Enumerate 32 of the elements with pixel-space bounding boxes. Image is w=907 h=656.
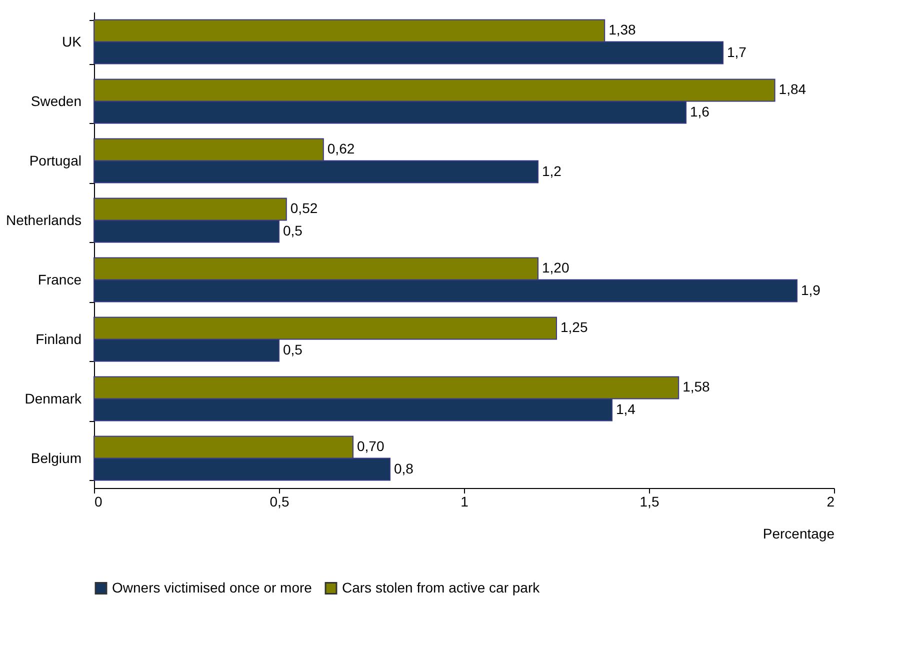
data-label: 0,62 bbox=[327, 140, 355, 157]
x-tick-label: 2 bbox=[826, 494, 835, 510]
y-tick-label: Portugal bbox=[29, 152, 82, 168]
x-tick-label: 0,5 bbox=[270, 494, 290, 510]
data-label: 0,70 bbox=[357, 438, 384, 454]
y-tick-label: Sweden bbox=[30, 92, 82, 109]
x-axis-title: Percentage bbox=[762, 526, 835, 542]
data-label: 0,8 bbox=[394, 460, 414, 476]
data-label: 1,58 bbox=[682, 378, 710, 395]
data-label: 1,7 bbox=[727, 44, 747, 60]
data-label: 1,4 bbox=[616, 400, 636, 417]
data-label: 1,6 bbox=[690, 103, 710, 120]
data-label: 1,38 bbox=[608, 22, 636, 38]
data-label: 1,84 bbox=[778, 81, 806, 98]
data-label: 1,9 bbox=[801, 282, 821, 298]
data-label: 0,5 bbox=[283, 341, 303, 358]
y-tick-label: Denmark bbox=[24, 390, 82, 406]
legend-label: Cars stolen from active car park bbox=[342, 579, 541, 596]
x-tick-label: 1,5 bbox=[640, 494, 660, 510]
y-tick-label: France bbox=[38, 271, 82, 288]
y-tick-label: UK bbox=[62, 33, 82, 50]
legend-label: Owners victimised once or more bbox=[112, 579, 312, 596]
data-label: 0,5 bbox=[283, 222, 303, 238]
data-label: 1,25 bbox=[560, 319, 588, 336]
y-tick-label: Belgium bbox=[30, 450, 82, 466]
y-tick-label: Netherlands bbox=[6, 212, 82, 228]
x-tick-label: 1 bbox=[460, 494, 469, 510]
data-label: 1,20 bbox=[542, 260, 570, 276]
data-label: 0,52 bbox=[290, 200, 318, 216]
x-tick-label: 0 bbox=[94, 494, 102, 510]
y-tick-label: Finland bbox=[36, 330, 82, 347]
data-label: 1,2 bbox=[542, 162, 562, 179]
